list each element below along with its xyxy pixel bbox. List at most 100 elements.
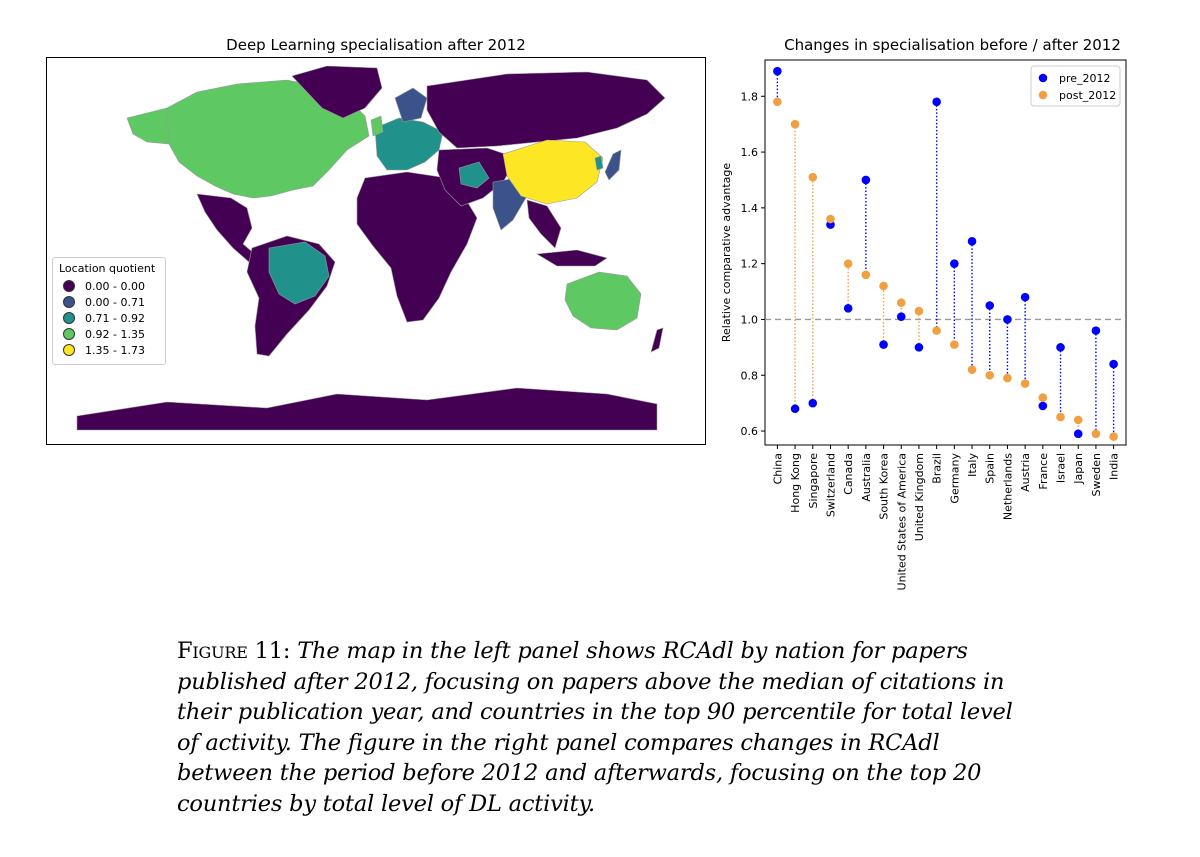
pre-2012-point bbox=[773, 66, 782, 76]
legend-label-post-2012: post_2012 bbox=[1059, 89, 1116, 102]
x-tick-label: Australia bbox=[860, 453, 873, 502]
map-region-uk bbox=[370, 115, 384, 137]
x-tick-label: China bbox=[771, 453, 784, 484]
x-tick-label: Switzerland bbox=[824, 453, 837, 517]
x-tick-label: Sweden bbox=[1090, 453, 1103, 496]
pre-2012-point bbox=[790, 404, 800, 414]
map-region-russia bbox=[426, 71, 666, 149]
x-tick-label: Netherlands bbox=[1001, 453, 1014, 520]
map-region-australia bbox=[564, 271, 642, 331]
map-region-antarctica bbox=[76, 387, 658, 431]
map-region-korea bbox=[594, 155, 604, 171]
map-region-brazil bbox=[268, 241, 330, 305]
x-tick-label: France bbox=[1037, 453, 1050, 490]
post-2012-point bbox=[773, 97, 782, 107]
x-tick-label: Austria bbox=[1019, 453, 1032, 492]
chart-title: Changes in specialisation before / after… bbox=[784, 36, 1121, 54]
legend-item: 0.92 - 1.35 bbox=[59, 326, 159, 342]
x-tick-label: India bbox=[1108, 453, 1121, 480]
chart-legend bbox=[1030, 65, 1121, 107]
post-2012-point bbox=[932, 326, 941, 335]
map-region-iran bbox=[458, 161, 490, 189]
x-tick-label: South Korea bbox=[878, 453, 891, 520]
pre-2012-point bbox=[1109, 359, 1118, 369]
legend-swatch bbox=[63, 344, 75, 356]
y-tick-label: 1.0 bbox=[741, 313, 759, 326]
legend-item: 0.00 - 0.00 bbox=[59, 278, 159, 294]
y-tick-label: 0.6 bbox=[741, 425, 759, 438]
legend-swatch bbox=[63, 296, 75, 308]
post-2012-point bbox=[826, 214, 835, 224]
pre-2012-point bbox=[950, 259, 959, 268]
x-tick-label: Singapore bbox=[807, 453, 820, 509]
legend-swatch bbox=[63, 312, 75, 324]
post-2012-point bbox=[843, 259, 853, 268]
legend-label: 1.35 - 1.73 bbox=[85, 343, 145, 357]
y-tick-label: 1.6 bbox=[741, 146, 759, 159]
legend-item: 0.71 - 0.92 bbox=[59, 310, 159, 326]
x-tick-label: Brazil bbox=[931, 453, 944, 484]
x-tick-label: Hong Kong bbox=[789, 453, 802, 513]
post-2012-point bbox=[967, 365, 977, 374]
post-2012-point bbox=[1020, 379, 1030, 388]
legend-marker-post-2012 bbox=[1038, 90, 1048, 100]
post-2012-point bbox=[950, 340, 959, 349]
x-tick-label: United States of America bbox=[895, 453, 908, 590]
pre-2012-point bbox=[914, 343, 924, 352]
legend-title: Location quotient bbox=[59, 262, 156, 275]
world-map-svg bbox=[76, 65, 666, 431]
figure-caption: Figure 11: The map in the left panel sho… bbox=[177, 636, 1027, 819]
post-2012-point bbox=[808, 172, 818, 182]
post-2012-point bbox=[1091, 429, 1101, 439]
post-2012-point bbox=[879, 281, 888, 291]
y-axis-label: Relative comparative advantage bbox=[720, 163, 733, 342]
legend-item: 0.00 - 0.71 bbox=[59, 294, 159, 310]
legend-label: 0.71 - 0.92 bbox=[85, 311, 145, 325]
map-region-greenland bbox=[291, 65, 383, 119]
legend-label-pre-2012: pre_2012 bbox=[1059, 72, 1111, 85]
map-region-indonesia bbox=[536, 249, 608, 267]
x-tick-label: Germany bbox=[948, 453, 961, 504]
legend-marker-pre-2012 bbox=[1038, 73, 1048, 83]
pre-2012-point bbox=[1038, 401, 1048, 411]
pre-2012-point bbox=[843, 303, 853, 313]
map-region-japan bbox=[604, 149, 622, 181]
legend-label: 0.92 - 1.35 bbox=[85, 327, 145, 341]
map-region-southeast-asia bbox=[526, 199, 562, 249]
pre-2012-point bbox=[861, 175, 871, 185]
plot-frame bbox=[764, 59, 1127, 446]
post-2012-point bbox=[1109, 432, 1118, 441]
map-region-alaska bbox=[126, 107, 170, 145]
pre-2012-point bbox=[1020, 292, 1030, 302]
y-tick-label: 1.2 bbox=[741, 258, 759, 271]
post-2012-point bbox=[1056, 412, 1065, 422]
map-legend: Location quotient 0.00 - 0.00 0.00 - 0.7… bbox=[52, 257, 166, 365]
map-region-china bbox=[502, 139, 604, 205]
y-tick-label: 0.8 bbox=[741, 369, 759, 382]
x-tick-label: United Kingdom bbox=[913, 453, 926, 541]
map-title: Deep Learning specialisation after 2012 bbox=[226, 36, 526, 54]
pre-2012-point bbox=[1091, 326, 1101, 335]
map-region-new-zealand bbox=[650, 327, 664, 353]
legend-label: 0.00 - 0.00 bbox=[85, 279, 145, 293]
post-2012-point bbox=[790, 119, 800, 129]
post-2012-point bbox=[861, 270, 871, 280]
post-2012-point bbox=[1073, 415, 1083, 425]
post-2012-point bbox=[896, 298, 906, 308]
caption-text: The map in the left panel shows RCAdl by… bbox=[177, 638, 1013, 817]
pre-2012-point bbox=[1003, 315, 1012, 324]
y-tick-label: 1.8 bbox=[741, 90, 759, 103]
map-region-scandinavia bbox=[394, 87, 428, 123]
world-map bbox=[46, 57, 706, 445]
x-tick-label: Israel bbox=[1055, 453, 1068, 483]
x-tick-label: Italy bbox=[966, 453, 979, 477]
legend-label: 0.00 - 0.71 bbox=[85, 295, 145, 309]
pre-2012-point bbox=[1073, 429, 1083, 439]
map-region-mexico bbox=[196, 193, 258, 263]
pre-2012-point bbox=[932, 97, 941, 107]
x-tick-label: Japan bbox=[1072, 453, 1085, 485]
pre-2012-point bbox=[967, 237, 977, 246]
pre-2012-point bbox=[985, 301, 995, 310]
x-tick-label: Canada bbox=[842, 453, 855, 495]
legend-swatch bbox=[63, 280, 75, 292]
